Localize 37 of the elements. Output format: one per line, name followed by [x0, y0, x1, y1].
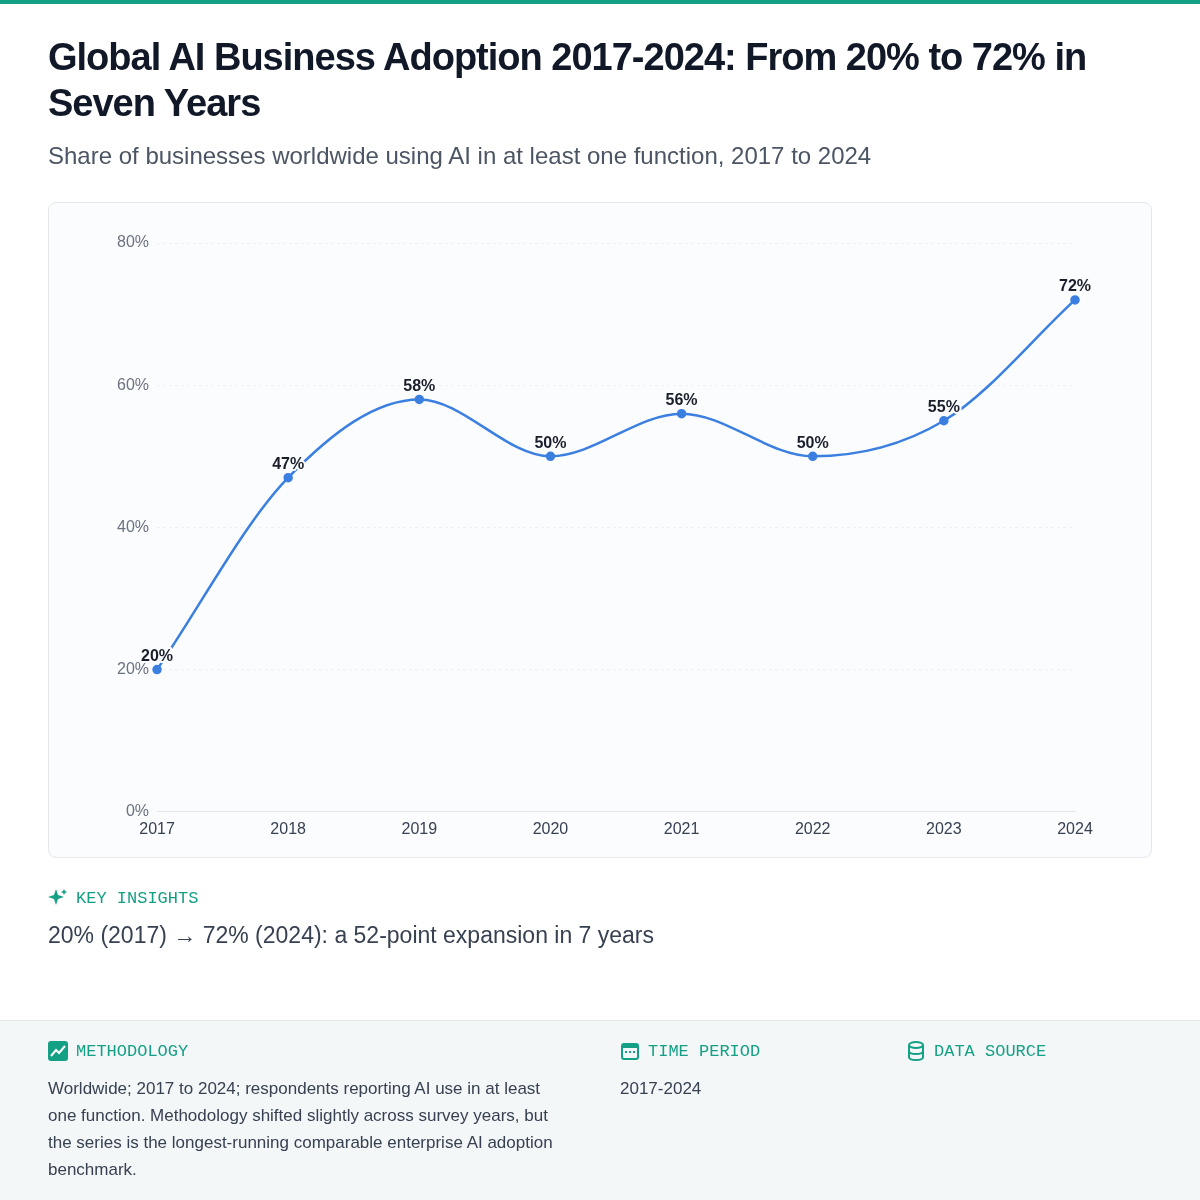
text: DATA SOURCE	[934, 1041, 1047, 1061]
point	[1070, 295, 1080, 305]
data-label: 58%	[403, 376, 436, 394]
data-label: 50%	[796, 433, 829, 451]
data-label: 50%	[534, 433, 567, 451]
x-tick-label: 2020	[532, 819, 569, 837]
point	[414, 394, 425, 405]
x-tick-label: 2021	[663, 819, 700, 837]
x-tick-label: 2017	[139, 819, 175, 837]
y-tick-label: 40%	[116, 517, 150, 535]
y-tick-label: 80%	[116, 233, 150, 251]
point	[152, 664, 162, 675]
chart-subtitle: Share of businesses worldwide using AI in at least one function, 2017 to 2024	[48, 142, 872, 170]
x-tick-label: 2019	[401, 819, 438, 837]
chart-title: Global AI Business Adoption 2017-2024: From 20% to 72% in Seven Years	[48, 35, 1088, 126]
y-tick-label: 0%	[125, 802, 150, 820]
point	[676, 408, 687, 419]
x-tick-label: 2018	[270, 819, 307, 837]
text: TIME PERIOD	[648, 1041, 761, 1061]
y-tick-label: 60%	[116, 375, 150, 393]
point	[939, 416, 949, 426]
data-label: 56%	[665, 391, 698, 409]
point	[807, 451, 818, 462]
x-tick-label: 2024	[1057, 819, 1093, 837]
x-tick-label: 2023	[926, 819, 962, 837]
text: Worldwide; 2017 to 2024; respondents reporting AI use in at least one function. Methodology shifted slightly across survey years, but the series is the longest-running comparable enterprise AI adoption benchmark.	[48, 1078, 554, 1181]
point	[545, 451, 556, 462]
data-label: 47%	[272, 455, 305, 473]
x-tick-label: 2022	[794, 819, 831, 837]
text: 20% (2017) → 72% (2024): a 52-point expansion in 7 years	[48, 922, 655, 949]
point	[283, 472, 293, 483]
data-label: 72%	[1058, 277, 1092, 295]
text: METHODOLOGY	[76, 1041, 189, 1061]
y-tick-label: 20%	[116, 660, 150, 678]
text: 2017-2024	[620, 1078, 702, 1100]
data-label: 55%	[927, 398, 960, 416]
text: KEY INSIGHTS	[76, 888, 199, 908]
